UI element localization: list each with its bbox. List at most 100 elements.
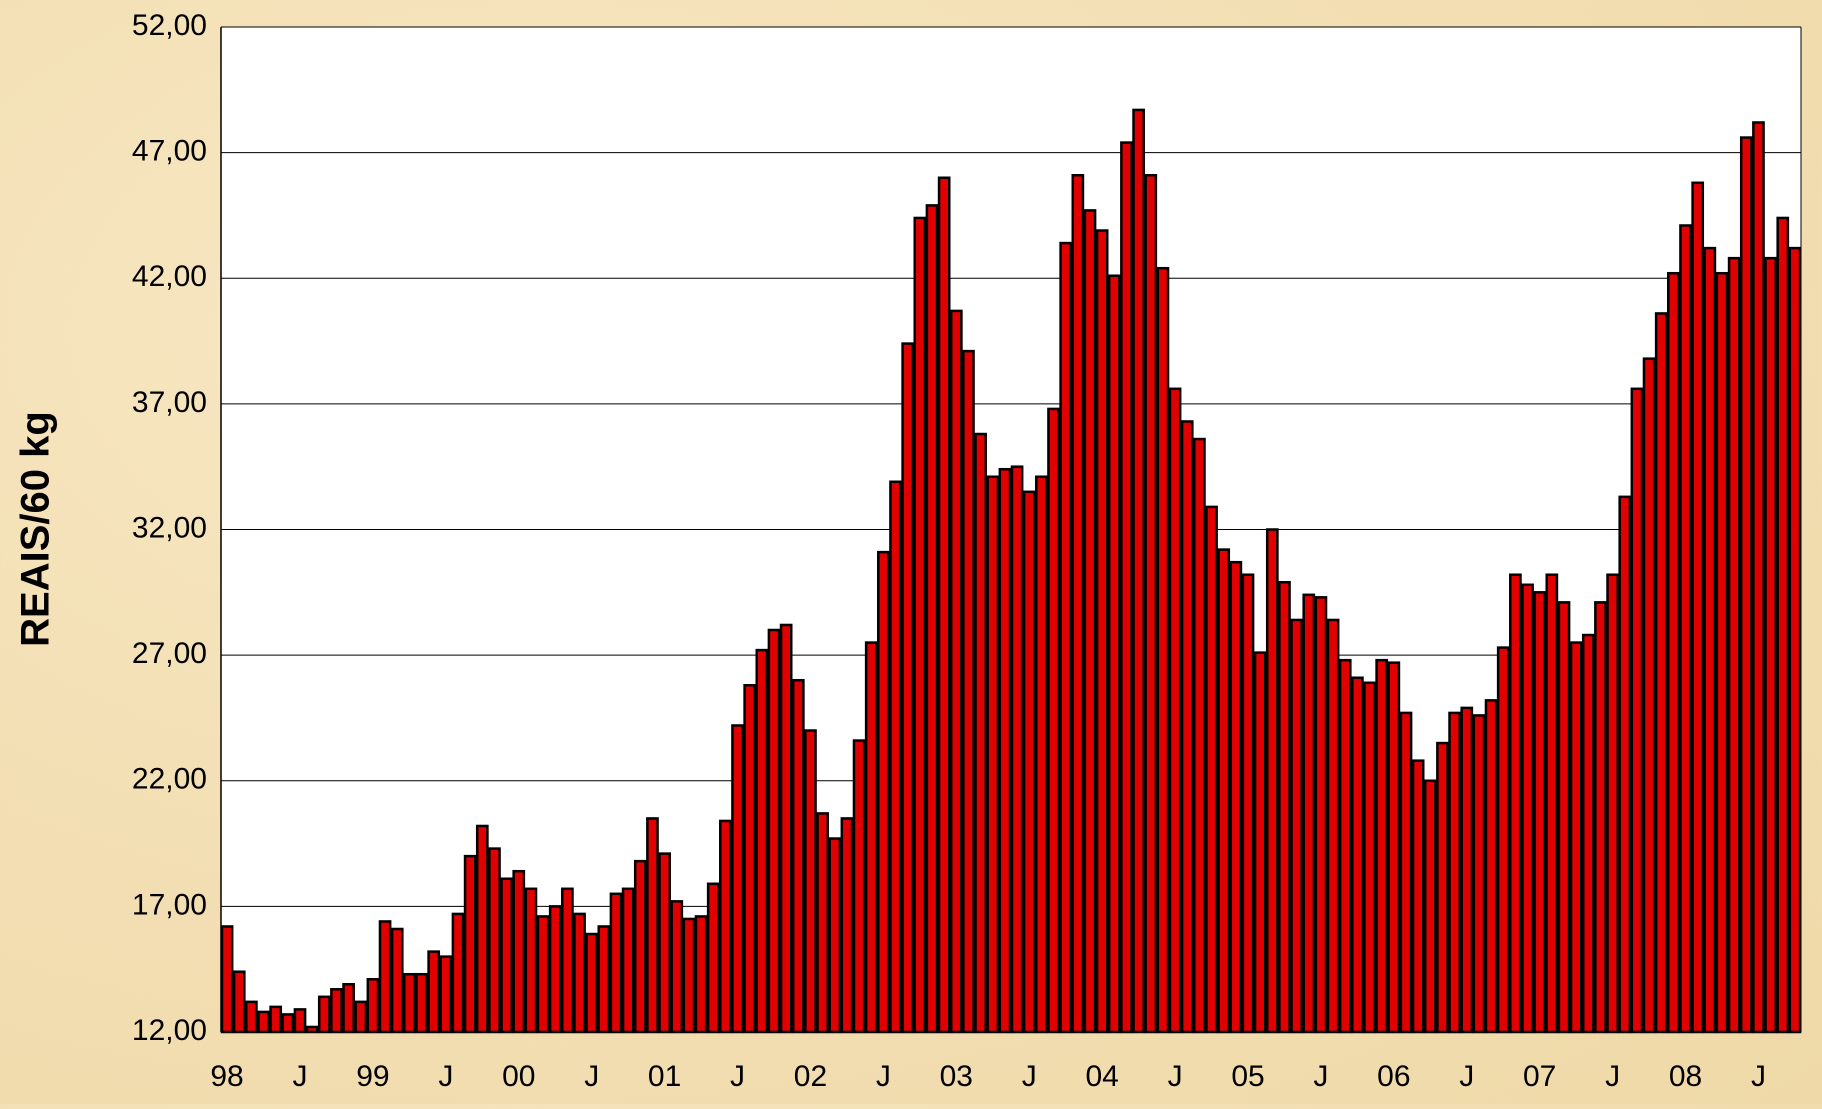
- x-tick-label: 07: [1523, 1060, 1556, 1093]
- bar: [621, 887, 635, 1034]
- bar: [403, 972, 416, 1034]
- bar: [1363, 681, 1376, 1034]
- bar: [1423, 779, 1437, 1034]
- bar: [682, 917, 696, 1034]
- bar: [1290, 618, 1303, 1034]
- x-tick-label: 00: [502, 1060, 535, 1093]
- x-tick-label: 05: [1231, 1060, 1264, 1093]
- bar: [293, 1008, 307, 1034]
- bar: [1557, 601, 1571, 1034]
- bar: [1314, 596, 1328, 1034]
- x-tick-label: J: [730, 1060, 745, 1093]
- bar: [281, 1013, 295, 1034]
- bar: [877, 550, 890, 1034]
- y-tick-label: 37,00: [132, 386, 207, 419]
- bar: [1545, 573, 1559, 1034]
- y-tick-label: 52,00: [132, 9, 207, 42]
- x-tick-label: J: [438, 1060, 453, 1093]
- x-tick-label: J: [1022, 1060, 1037, 1093]
- bar: [1788, 246, 1802, 1034]
- bar: [500, 877, 513, 1034]
- x-tick-label: J: [1605, 1060, 1620, 1093]
- bar: [1411, 759, 1425, 1034]
- bar: [998, 467, 1012, 1034]
- bar: [439, 955, 453, 1034]
- y-axis-label: REAIS/60 kg: [14, 411, 58, 647]
- bar: [694, 915, 708, 1034]
- bar: [804, 729, 817, 1034]
- bar: [475, 824, 489, 1034]
- bar: [1107, 274, 1121, 1034]
- bar: [1241, 573, 1255, 1034]
- bar: [1642, 357, 1656, 1034]
- bar: [1022, 490, 1036, 1034]
- x-tick-label: 06: [1377, 1060, 1410, 1093]
- bar: [743, 684, 757, 1034]
- bar: [1302, 593, 1316, 1034]
- bar: [1472, 714, 1486, 1034]
- bar: [488, 847, 501, 1034]
- bar: [1217, 548, 1231, 1034]
- bar: [354, 1000, 368, 1034]
- bar: [670, 900, 684, 1034]
- y-tick-label: 42,00: [132, 260, 207, 293]
- bar: [889, 480, 902, 1034]
- bar: [755, 648, 769, 1034]
- bar: [269, 1005, 283, 1034]
- bar: [1010, 465, 1024, 1034]
- bar: [561, 887, 574, 1034]
- bar: [1533, 591, 1547, 1034]
- y-tick-label: 17,00: [132, 888, 207, 921]
- bar: [767, 628, 781, 1034]
- bar: [1265, 528, 1279, 1034]
- bar: [1752, 121, 1765, 1034]
- bar: [1764, 256, 1777, 1034]
- x-tick-label: J: [1313, 1060, 1328, 1093]
- bar: [257, 1010, 270, 1034]
- bar: [731, 724, 744, 1034]
- bar: [524, 887, 538, 1034]
- x-tick-label: J: [584, 1060, 599, 1093]
- bar: [658, 852, 671, 1034]
- y-tick-label: 27,00: [132, 637, 207, 670]
- bar: [1399, 711, 1413, 1034]
- bar: [415, 972, 428, 1034]
- bar: [1667, 271, 1680, 1034]
- y-tick-label: 32,00: [132, 511, 207, 544]
- bar: [451, 912, 465, 1034]
- y-tick-label: 12,00: [132, 1014, 207, 1047]
- bar: [1581, 633, 1595, 1034]
- bar: [949, 309, 963, 1034]
- bar: [974, 432, 987, 1034]
- bar: [1168, 387, 1182, 1034]
- bar: [1496, 646, 1510, 1034]
- bar: [1776, 216, 1790, 1034]
- bar: [378, 920, 392, 1034]
- bar: [901, 342, 915, 1034]
- bar: [220, 925, 234, 1034]
- bar: [1193, 437, 1206, 1034]
- bar: [633, 859, 647, 1034]
- bar: [342, 983, 355, 1034]
- bar: [1679, 224, 1692, 1034]
- bar: [913, 216, 927, 1034]
- bar: [1448, 711, 1461, 1034]
- bar: [706, 882, 720, 1034]
- bar: [791, 679, 805, 1034]
- x-tick-label: J: [1168, 1060, 1183, 1093]
- bar: [366, 977, 380, 1034]
- x-tick-label: J: [1459, 1060, 1474, 1093]
- bar: [719, 819, 732, 1034]
- bar: [427, 950, 441, 1034]
- bar: [390, 927, 404, 1034]
- bar: [1618, 495, 1632, 1034]
- bar: [840, 817, 854, 1034]
- bar: [1071, 173, 1085, 1034]
- bar: [1594, 601, 1607, 1034]
- bar: [1120, 141, 1133, 1034]
- x-tick-label: 02: [794, 1060, 827, 1093]
- bar: [828, 837, 842, 1034]
- bar: [646, 817, 659, 1034]
- x-tick-label: J: [293, 1060, 308, 1093]
